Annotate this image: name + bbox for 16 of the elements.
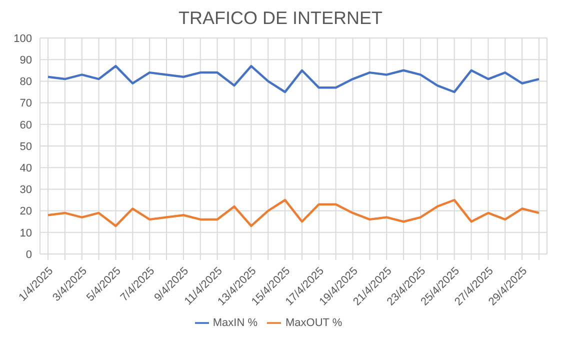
y-tick-label: 70 [20,98,32,110]
legend-label: MaxIN % [212,316,258,329]
y-tick-label: 30 [20,184,32,196]
y-tick-label: 80 [20,76,32,88]
y-tick-label: 60 [20,119,32,132]
chart-title: TRAFICO DE INTERNET [177,8,384,29]
y-tick-label: 0 [26,248,32,261]
y-tick-label: 90 [20,54,32,67]
legend-label: MaxOUT % [285,316,342,329]
line-series [46,198,540,228]
y-tick-label: 10 [20,227,32,240]
y-tick-label: 20 [20,206,32,218]
y-tick-label: 40 [20,162,32,175]
y-tick-label: 50 [20,140,32,153]
line-series [46,64,540,94]
y-tick-label: 100 [14,32,32,45]
